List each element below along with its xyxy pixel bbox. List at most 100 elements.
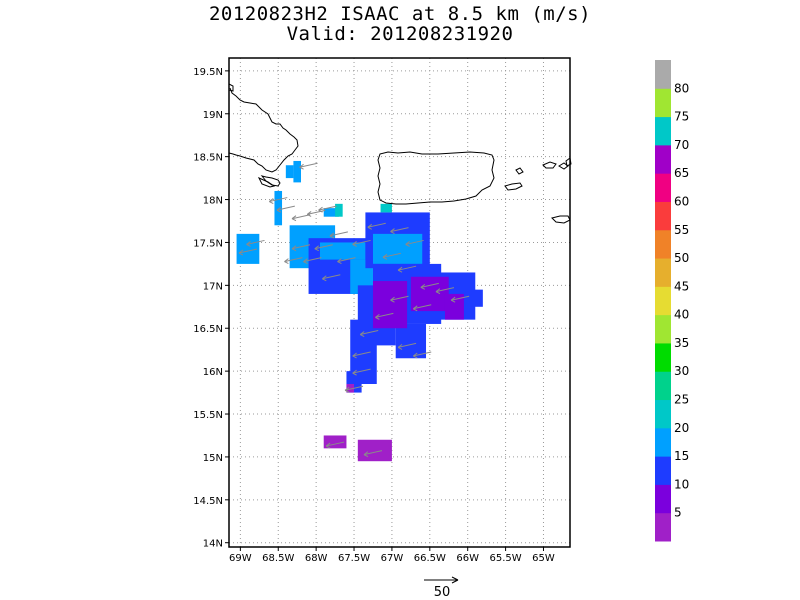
lat-tick-label: 18.5N	[193, 153, 223, 164]
colorbar-swatch	[655, 116, 671, 146]
map-frame	[228, 57, 571, 548]
wind-speed-cell	[236, 233, 260, 264]
wind-vector	[412, 304, 432, 312]
colorbar-swatch	[655, 286, 671, 316]
wind-speed-cell	[274, 190, 283, 226]
colorbar-label: 70	[674, 138, 689, 152]
colorbar-swatch	[655, 201, 671, 231]
colorbar-label: 15	[674, 449, 689, 463]
colorbar-label: 60	[674, 194, 689, 208]
colorbar-swatch	[655, 512, 671, 542]
lat-tick-label: 17N	[203, 281, 223, 292]
wind-speed-cell	[395, 323, 427, 359]
colorbar-swatch	[655, 371, 671, 401]
wind-vector	[337, 257, 356, 265]
colorbar-label: 10	[674, 477, 689, 491]
lat-tick-label: 17.5N	[193, 238, 223, 249]
wind-speed-cell	[293, 160, 301, 183]
wind-vector	[291, 214, 311, 222]
wind-vector	[246, 239, 265, 247]
wind-speed-cell	[335, 203, 343, 217]
lat-tick-label: 14.5N	[193, 496, 223, 507]
lon-tick-label: 67.5W	[338, 553, 370, 564]
map-plot-area: 69W 68.5W 68W 67.5W 67W 66.5W 66W 65.5W 65W 14N 14…	[193, 57, 572, 564]
wind-vector	[390, 295, 409, 303]
wind-vector	[359, 330, 379, 337]
wind-vector	[435, 287, 455, 295]
wind-vector	[325, 441, 345, 449]
coastline-isla-saona	[257, 176, 276, 188]
wind-speed-cell	[285, 165, 294, 179]
map-title: 20120823H2 ISAAC at 8.5 km (m/s)	[208, 3, 592, 25]
wind-vector	[306, 209, 326, 217]
coastline-tortola	[565, 157, 572, 167]
coastline-vieques	[504, 182, 523, 191]
wind-vector	[363, 450, 383, 458]
wind-vector	[322, 274, 341, 282]
lon-tick-label: 68.5W	[262, 553, 294, 564]
colorbar-label: 40	[674, 308, 689, 322]
wind-vector	[405, 239, 424, 247]
wind-vectors	[238, 162, 470, 458]
vector-scale-label: 50	[434, 585, 451, 600]
colorbar-swatch	[655, 427, 671, 457]
lat-tick-label: 19N	[203, 110, 223, 121]
coastline-hispaniola	[228, 87, 299, 173]
wind-vector	[284, 257, 303, 265]
wind-vector	[314, 244, 333, 252]
coastline-culebra	[515, 167, 524, 175]
lat-tick-label: 14N	[203, 539, 223, 550]
coastline-hispaniola-nw	[228, 83, 234, 92]
colorbar-swatch	[655, 314, 671, 344]
wind-vector	[382, 252, 402, 260]
colorbar-label: 75	[674, 110, 689, 124]
wind-speed-field	[236, 160, 483, 462]
wind-vector	[412, 351, 432, 359]
wind-vector	[268, 197, 288, 205]
colorbar-label: 30	[674, 364, 689, 378]
wind-speed-cell	[380, 203, 392, 213]
lon-tick-label: 69W	[229, 553, 252, 564]
wind-vector	[344, 385, 364, 393]
wind-vector	[276, 205, 295, 213]
colorbar-label: 20	[674, 421, 689, 435]
colorbar-swatch	[655, 60, 671, 89]
wind-vector	[420, 282, 439, 290]
wind-vector	[318, 205, 337, 213]
lat-tick-label: 15N	[203, 453, 223, 464]
wind-speed-cell	[346, 384, 355, 393]
colorbar-label: 65	[674, 166, 689, 180]
lat-tick-label: 18N	[203, 196, 223, 207]
colorbar-label: 35	[674, 336, 689, 350]
lat-tick-label: 16N	[203, 367, 223, 378]
colorbar-label: 45	[674, 279, 689, 293]
wind-speed-cell	[319, 242, 366, 260]
wind-vector	[238, 248, 258, 256]
colorbar-swatch	[655, 229, 671, 259]
vector-scale-arrowhead	[451, 576, 459, 584]
wind-speed-cell	[471, 289, 483, 307]
colorbar-swatch	[655, 484, 671, 514]
axis-ticks: 69W 68.5W 68W 67.5W 67W 66.5W 66W 65.5W 65W 14N 14…	[193, 67, 555, 564]
colorbar-label: 55	[674, 223, 689, 237]
wind-vector	[352, 351, 371, 359]
lon-tick-label: 65.5W	[490, 553, 522, 564]
colorbar-swatch	[655, 144, 671, 174]
wind-vector	[303, 257, 322, 265]
wind-speed-cell	[444, 293, 464, 320]
wind-vector	[450, 295, 470, 303]
colorbar-label: 25	[674, 393, 689, 407]
wind-vector	[329, 231, 348, 239]
vector-scale-legend: 50	[424, 576, 459, 600]
colorbar-label: 5	[674, 506, 682, 520]
lon-tick-label: 66W	[456, 553, 479, 564]
colorbar: 5 10 15 20 25 30 35 40 45 50 55 60 65 70 75 80	[655, 60, 689, 542]
wind-speed-cell	[372, 233, 423, 264]
coastline-st-thomas	[542, 161, 557, 169]
wind-vector	[397, 342, 417, 350]
colorbar-swatch	[655, 258, 671, 287]
map-valid-time: Valid: 201208231920	[286, 23, 514, 45]
wind-vector	[291, 244, 311, 252]
colorbar-swatch	[655, 342, 671, 372]
colorbar-label: 50	[674, 251, 689, 265]
